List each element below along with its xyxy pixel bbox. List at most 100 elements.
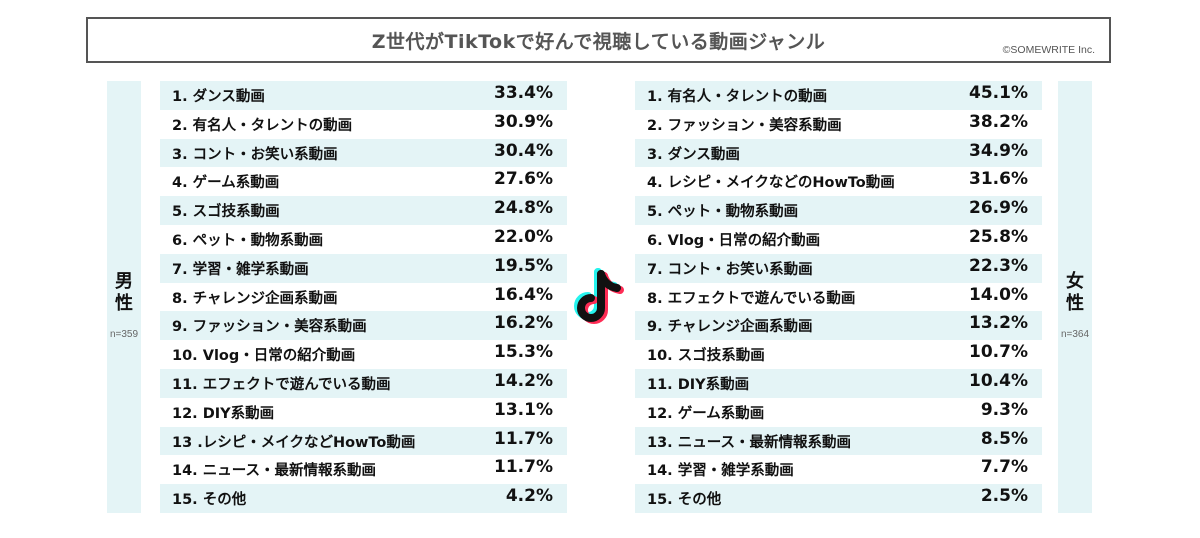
female-genre-percentage: 13.2%	[969, 313, 1028, 334]
male-table-row: 7. 学習・雑学系動画 19.5%	[160, 253, 567, 283]
male-genre-percentage: 16.4%	[494, 284, 553, 305]
male-genre-label: 6. ペット・動物系動画	[172, 232, 324, 249]
female-column: 女 性 n=364	[1058, 81, 1092, 513]
female-table-row: 12. ゲーム系動画 9.3%	[635, 398, 1042, 427]
male-genre-percentage: 30.9%	[494, 111, 553, 132]
male-genre-percentage: 24.8%	[494, 198, 553, 219]
female-table-row: 13. ニュース・最新情報系動画 8.5%	[635, 426, 1042, 456]
female-genre-label: 13. ニュース・最新情報系動画	[647, 434, 852, 451]
female-genre-percentage: 8.5%	[980, 428, 1028, 449]
female-table-row: 9. チャレンジ企画系動画 13.2%	[635, 311, 1042, 341]
male-table-row: 1. ダンス動画 33.4%	[160, 81, 567, 110]
female-genre-percentage: 31.6%	[969, 169, 1028, 190]
female-sample-size: n=364	[1060, 329, 1090, 340]
female-table-row: 11. DIY系動画 10.4%	[635, 368, 1042, 398]
male-genre-percentage: 16.2%	[494, 313, 553, 334]
chart-title: Z世代がTikTokで好んで視聴している動画ジャンル	[371, 31, 826, 53]
male-genre-percentage: 15.3%	[494, 342, 553, 363]
male-table-row: 2. 有名人・タレントの動画 30.9%	[160, 110, 567, 139]
male-genre-percentage: 22.0%	[494, 226, 553, 247]
male-genre-percentage: 11.7%	[494, 428, 553, 449]
female-ranking-table: 1. 有名人・タレントの動画 45.1% 2. ファッション・美容系動画 38.2% 3…	[635, 81, 1042, 513]
female-table-row: 15. その他 2.5%	[635, 484, 1042, 513]
male-genre-percentage: 30.4%	[494, 140, 553, 161]
female-label-line2: 性	[1066, 293, 1084, 314]
female-table-row: 4. レシピ・メイクなどのHowTo動画 31.6%	[635, 167, 1042, 196]
male-label-line1: 男	[115, 271, 133, 292]
male-genre-label: 11. エフェクトで遊んでいる動画	[172, 376, 391, 393]
male-genre-label: 13 .レシピ・メイクなどHowTo動画	[172, 434, 416, 451]
male-genre-label: 2. 有名人・タレントの動画	[172, 117, 353, 134]
female-label-line1: 女	[1066, 271, 1084, 292]
female-genre-label: 6. Vlog・日常の紹介動画	[647, 232, 821, 249]
male-genre-label: 10. Vlog・日常の紹介動画	[172, 348, 356, 365]
male-table-row: 10. Vlog・日常の紹介動画 15.3%	[160, 340, 567, 369]
female-genre-percentage: 14.0%	[969, 284, 1028, 305]
female-genre-percentage: 38.2%	[969, 111, 1028, 132]
male-table-row: 9. ファッション・美容系動画 16.2%	[160, 311, 567, 341]
male-genre-percentage: 4.2%	[505, 486, 553, 507]
male-column: 男 性 n=359	[107, 81, 141, 513]
male-genre-percentage: 27.6%	[494, 169, 553, 190]
female-table-row: 5. ペット・動物系動画 26.9%	[635, 196, 1042, 225]
female-genre-percentage: 34.9%	[969, 140, 1028, 161]
male-genre-label: 15. その他	[172, 492, 247, 509]
male-genre-percentage: 14.2%	[494, 370, 553, 391]
female-table-row: 8. エフェクトで遊んでいる動画 14.0%	[635, 283, 1042, 312]
tiktok-logo-icon	[574, 268, 624, 324]
male-genre-label: 9. ファッション・美容系動画	[172, 319, 367, 336]
copyright-text: ©SOMEWRITE Inc.	[1002, 44, 1095, 56]
female-genre-label: 15. その他	[647, 492, 722, 509]
male-genre-label: 5. スゴ技系動画	[172, 204, 280, 221]
male-table-row: 3. コント・お笑い系動画 30.4%	[160, 138, 567, 168]
female-table-row: 1. 有名人・タレントの動画 45.1%	[635, 81, 1042, 110]
male-table-row: 15. その他 4.2%	[160, 484, 567, 513]
male-genre-percentage: 11.7%	[494, 457, 553, 478]
female-genre-label: 12. ゲーム系動画	[647, 405, 765, 422]
male-table-row: 4. ゲーム系動画 27.6%	[160, 167, 567, 196]
female-genre-percentage: 10.7%	[969, 342, 1028, 363]
male-genre-label: 3. コント・お笑い系動画	[172, 146, 338, 163]
male-genre-label: 12. DIY系動画	[172, 405, 275, 422]
female-genre-label: 11. DIY系動画	[647, 376, 750, 393]
female-genre-label: 3. ダンス動画	[647, 146, 740, 163]
female-table-row: 14. 学習・雑学系動画 7.7%	[635, 455, 1042, 484]
female-genre-percentage: 25.8%	[969, 226, 1028, 247]
female-genre-label: 7. コント・お笑い系動画	[647, 261, 813, 278]
female-genre-percentage: 2.5%	[980, 486, 1028, 507]
male-genre-label: 4. ゲーム系動画	[172, 175, 280, 192]
female-table-row: 6. Vlog・日常の紹介動画 25.8%	[635, 225, 1042, 254]
female-genre-percentage: 9.3%	[980, 399, 1028, 420]
female-genre-percentage: 45.1%	[969, 83, 1028, 103]
female-label: 女 性	[1058, 271, 1092, 315]
male-genre-label: 7. 学習・雑学系動画	[172, 261, 309, 278]
male-sample-size: n=359	[109, 329, 139, 340]
male-genre-label: 14. ニュース・最新情報系動画	[172, 463, 377, 480]
female-table-row: 2. ファッション・美容系動画 38.2%	[635, 110, 1042, 139]
female-genre-label: 5. ペット・動物系動画	[647, 204, 799, 221]
male-table-row: 13 .レシピ・メイクなどHowTo動画 11.7%	[160, 426, 567, 456]
female-table-row: 7. コント・お笑い系動画 22.3%	[635, 253, 1042, 283]
male-table-row: 11. エフェクトで遊んでいる動画 14.2%	[160, 368, 567, 398]
female-genre-percentage: 26.9%	[969, 198, 1028, 219]
female-genre-label: 14. 学習・雑学系動画	[647, 463, 794, 480]
title-box: Z世代がTikTokで好んで視聴している動画ジャンル ©SOMEWRITE In…	[86, 17, 1111, 63]
female-genre-label: 9. チャレンジ企画系動画	[647, 319, 813, 336]
female-genre-label: 2. ファッション・美容系動画	[647, 117, 842, 134]
female-table-row: 3. ダンス動画 34.9%	[635, 138, 1042, 168]
male-table-row: 8. チャレンジ企画系動画 16.4%	[160, 283, 567, 312]
male-genre-percentage: 13.1%	[494, 399, 553, 420]
male-label-line2: 性	[115, 293, 133, 314]
female-table-row: 10. スゴ技系動画 10.7%	[635, 340, 1042, 369]
female-genre-label: 4. レシピ・メイクなどのHowTo動画	[647, 175, 895, 192]
female-genre-label: 8. エフェクトで遊んでいる動画	[647, 290, 856, 307]
male-genre-label: 1. ダンス動画	[172, 89, 265, 105]
male-genre-percentage: 19.5%	[494, 255, 553, 276]
male-genre-percentage: 33.4%	[494, 83, 553, 103]
male-table-row: 5. スゴ技系動画 24.8%	[160, 196, 567, 225]
female-genre-percentage: 22.3%	[969, 255, 1028, 276]
male-table-row: 6. ペット・動物系動画 22.0%	[160, 225, 567, 254]
male-table-row: 14. ニュース・最新情報系動画 11.7%	[160, 455, 567, 484]
female-genre-percentage: 7.7%	[980, 457, 1028, 478]
female-genre-percentage: 10.4%	[969, 370, 1028, 391]
